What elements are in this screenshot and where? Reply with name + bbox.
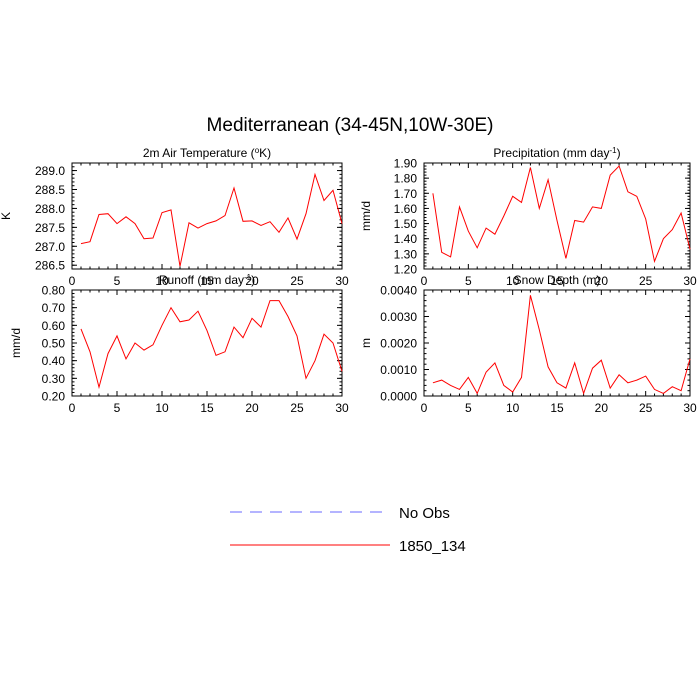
y-axis-label: mm/d <box>359 201 373 231</box>
panels-group: 2m Air Temperature (oK) K 0 5 10 15 20 25 30 286.… <box>0 146 697 416</box>
x-tick-label: 5 <box>114 401 121 415</box>
plot-frame <box>71 289 343 397</box>
y-tick-label: 287.5 <box>35 221 65 235</box>
x-tick-label: 0 <box>421 401 428 415</box>
panel-temperature: 2m Air Temperature (oK) K 0 5 10 15 20 25 30 286.… <box>0 146 349 289</box>
x-tick-label: 5 <box>114 274 121 288</box>
y-tick-label: 0.60 <box>42 319 66 333</box>
plot-frame <box>71 162 343 270</box>
x-tick-label: 15 <box>200 401 214 415</box>
x-tick-label: 15 <box>550 401 564 415</box>
y-axis-label: mm/d <box>9 328 23 358</box>
y-tick-label: 1.40 <box>394 232 418 246</box>
panel-runoff: Runoff (mm day-1) mm/d 0 5 10 15 20 25 30 0.20 0.3… <box>9 273 349 416</box>
legend-label-1850-134: 1850_134 <box>399 538 466 555</box>
x-tick-label: 0 <box>69 274 76 288</box>
y-tick-label: 0.20 <box>42 390 66 404</box>
y-tick-label: 287.0 <box>35 240 65 254</box>
series-line-1850_134 <box>80 172 343 267</box>
y-tick-label: 1.60 <box>394 202 418 216</box>
x-tick-label: 25 <box>290 401 304 415</box>
x-tick-label: 15 <box>550 274 564 288</box>
x-tick-label: 20 <box>595 401 609 415</box>
series-line-1850_134 <box>432 295 691 396</box>
panel-title: Snow Depth (m) <box>514 273 601 287</box>
panel-title: Runoff (mm day-1) <box>159 273 255 288</box>
y-tick-label: 288.0 <box>35 202 65 216</box>
y-tick-label: 1.30 <box>394 247 418 261</box>
y-tick-label: 1.70 <box>394 187 418 201</box>
y-tick-label: 0.30 <box>42 372 66 386</box>
x-tick-label: 10 <box>506 401 520 415</box>
y-tick-label: 289.0 <box>35 164 65 178</box>
series-line-1850_134 <box>432 165 691 264</box>
x-tick-label: 25 <box>290 274 304 288</box>
x-tick-label: 10 <box>155 274 169 288</box>
y-axis-label: m <box>359 338 373 348</box>
y-tick-label: 0.0040 <box>380 284 417 298</box>
panel-title: 2m Air Temperature (oK) <box>143 146 271 161</box>
x-tick-label: 10 <box>506 274 520 288</box>
panel-precipitation: Precipitation (mm day-1) mm/d 0 5 10 15 20 25 30… <box>359 146 697 289</box>
y-tick-label: 0.0020 <box>380 337 417 351</box>
plot-frame <box>423 289 691 397</box>
x-tick-label: 20 <box>245 274 259 288</box>
y-tick-label: 0.0010 <box>380 363 417 377</box>
series-line-1850_134 <box>80 300 343 390</box>
y-tick-label: 0.40 <box>42 354 66 368</box>
y-tick-label: 1.90 <box>394 157 418 171</box>
panel-snow-depth: Snow Depth (m) m 0 5 10 15 20 25 30 0.0000 0.0010 0… <box>359 273 697 415</box>
x-tick-label: 5 <box>465 401 472 415</box>
plot-frame <box>423 162 691 270</box>
x-tick-label: 25 <box>639 274 653 288</box>
x-tick-label: 30 <box>683 274 697 288</box>
panel-title: Precipitation (mm day-1) <box>493 146 620 161</box>
y-tick-label: 0.0000 <box>380 390 417 404</box>
y-axis-label: K <box>0 212 13 220</box>
x-tick-label: 5 <box>465 274 472 288</box>
x-tick-label: 30 <box>683 401 697 415</box>
x-tick-label: 0 <box>69 401 76 415</box>
y-tick-label: 0.70 <box>42 301 66 315</box>
legend: No Obs 1850_134 <box>230 505 466 555</box>
y-tick-label: 0.80 <box>42 284 66 298</box>
x-tick-label: 25 <box>639 401 653 415</box>
y-tick-label: 286.5 <box>35 259 65 273</box>
figure-title: Mediterranean (34-45N,10W-30E) <box>207 115 494 136</box>
y-tick-label: 1.20 <box>394 263 418 277</box>
x-tick-label: 30 <box>335 401 349 415</box>
x-tick-label: 0 <box>421 274 428 288</box>
x-tick-label: 20 <box>595 274 609 288</box>
x-tick-label: 30 <box>335 274 349 288</box>
y-tick-label: 288.5 <box>35 183 65 197</box>
x-tick-label: 10 <box>155 401 169 415</box>
y-tick-label: 1.80 <box>394 172 418 186</box>
x-tick-label: 15 <box>200 274 214 288</box>
y-tick-label: 0.50 <box>42 337 66 351</box>
x-tick-label: 20 <box>245 401 259 415</box>
y-tick-label: 0.0030 <box>380 310 417 324</box>
y-tick-label: 1.50 <box>394 217 418 231</box>
legend-label-no-obs: No Obs <box>399 505 450 522</box>
